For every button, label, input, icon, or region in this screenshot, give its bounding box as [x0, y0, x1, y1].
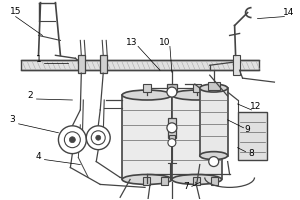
Bar — [169, 135, 175, 143]
Circle shape — [167, 123, 177, 133]
Bar — [143, 84, 151, 92]
Ellipse shape — [200, 84, 228, 92]
Text: 9: 9 — [245, 125, 250, 134]
Circle shape — [168, 139, 176, 147]
Ellipse shape — [122, 90, 172, 100]
Text: 3: 3 — [10, 115, 16, 124]
Text: 4: 4 — [36, 152, 41, 161]
Bar — [208, 82, 220, 90]
Ellipse shape — [172, 174, 222, 184]
Bar — [21, 60, 260, 70]
Ellipse shape — [172, 90, 222, 100]
Bar — [161, 177, 168, 185]
Circle shape — [86, 126, 110, 150]
Text: 14: 14 — [283, 8, 294, 17]
Bar — [200, 88, 228, 156]
Text: 1: 1 — [36, 55, 41, 64]
Ellipse shape — [200, 152, 228, 160]
Text: 10: 10 — [159, 38, 171, 47]
Circle shape — [91, 131, 105, 145]
Text: 15: 15 — [10, 7, 21, 16]
Bar — [122, 95, 172, 179]
Bar — [232, 55, 240, 75]
Bar — [238, 112, 268, 160]
Circle shape — [96, 135, 101, 140]
Bar — [168, 118, 176, 138]
Circle shape — [209, 157, 219, 167]
Circle shape — [167, 87, 177, 97]
Bar — [211, 177, 218, 185]
Bar — [193, 177, 200, 185]
Bar — [167, 84, 177, 92]
Bar — [143, 177, 150, 185]
Bar — [172, 95, 222, 179]
Circle shape — [64, 132, 80, 148]
Text: 2: 2 — [28, 91, 33, 100]
Bar — [78, 55, 85, 73]
Ellipse shape — [122, 174, 172, 184]
Text: 12: 12 — [250, 102, 261, 111]
Circle shape — [58, 126, 86, 154]
Circle shape — [69, 137, 75, 143]
Bar — [100, 55, 107, 73]
Text: 13: 13 — [126, 38, 138, 47]
Bar — [193, 84, 201, 92]
Text: 7: 7 — [183, 182, 189, 191]
Text: 8: 8 — [249, 149, 254, 158]
